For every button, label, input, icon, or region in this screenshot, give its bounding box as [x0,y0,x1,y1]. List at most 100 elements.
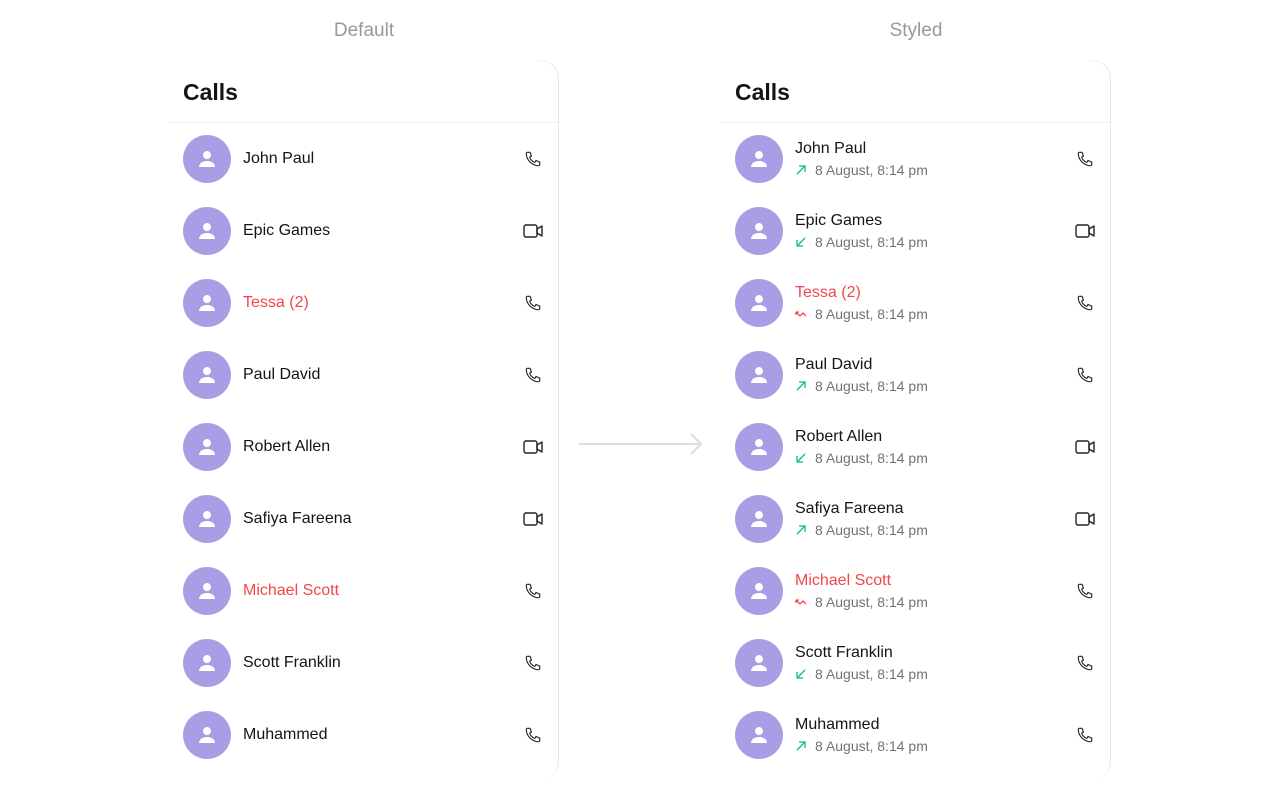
user-icon [197,581,217,601]
call-list-item[interactable]: Scott Franklin [168,627,558,699]
caller-name: Tessa (2) [243,294,309,311]
caller-name: Paul David [795,356,873,373]
call-list-item[interactable]: John Paul 8 August, 8:14 pm [720,123,1110,195]
call-time: 8 August, 8:14 pm [815,738,928,754]
incoming-call-icon [795,236,815,248]
avatar [183,279,231,327]
caller-name: Muhammed [795,716,880,733]
call-info: Robert Allen [243,438,523,456]
call-list-item[interactable]: Safiya Fareena [168,483,558,555]
caller-name: Scott Franklin [243,654,341,671]
video-camera-icon [523,224,543,238]
avatar [735,567,783,615]
avatar [735,207,783,255]
audio-call-button[interactable] [1075,293,1095,313]
user-icon [197,149,217,169]
video-call-button[interactable] [1075,437,1095,457]
audio-call-button[interactable] [523,653,543,673]
caller-name: Robert Allen [795,428,883,445]
panel-title: Calls [168,60,558,123]
call-info: Paul David 8 August, 8:14 pm [795,356,1075,394]
caller-name: Muhammed [243,726,328,743]
call-info: Michael Scott 8 August, 8:14 pm [795,572,1075,610]
call-list-item[interactable]: Epic Games 8 August, 8:14 pm [720,195,1110,267]
video-camera-icon [523,512,543,526]
video-call-button[interactable] [523,509,543,529]
audio-call-button[interactable] [523,293,543,313]
avatar [735,135,783,183]
call-list-item[interactable]: John Paul [168,123,558,195]
audio-call-button[interactable] [523,725,543,745]
phone-icon [524,654,542,672]
phone-icon [1076,654,1094,672]
missed-call-icon [795,308,815,320]
call-list: John Paul Epic Games Tessa (2) Paul David Ro… [168,123,558,771]
avatar [183,495,231,543]
phone-icon [1076,726,1094,744]
audio-call-button[interactable] [523,365,543,385]
call-info: Tessa (2) 8 August, 8:14 pm [795,284,1075,322]
caller-name: Michael Scott [243,582,340,599]
call-list-item[interactable]: Paul David [168,339,558,411]
audio-call-button[interactable] [1075,725,1095,745]
call-list-item[interactable]: Tessa (2) [168,267,558,339]
call-list-item[interactable]: Michael Scott [168,555,558,627]
outgoing-call-icon [795,740,815,752]
user-icon [749,149,769,169]
caller-name: John Paul [243,150,315,167]
avatar [183,567,231,615]
call-subtitle: 8 August, 8:14 pm [795,234,1075,250]
avatar [735,711,783,759]
audio-call-button[interactable] [1075,365,1095,385]
call-info: Robert Allen 8 August, 8:14 pm [795,428,1075,466]
call-subtitle: 8 August, 8:14 pm [795,306,1075,322]
video-call-button[interactable] [1075,221,1095,241]
call-info: Epic Games 8 August, 8:14 pm [795,212,1075,250]
call-info: Scott Franklin [243,654,523,672]
caller-name: John Paul [795,140,867,157]
caller-name: Tessa (2) [795,284,861,301]
audio-call-button[interactable] [1075,653,1095,673]
video-camera-icon [1075,512,1095,526]
phone-icon [1076,294,1094,312]
call-list-item[interactable]: Robert Allen 8 August, 8:14 pm [720,411,1110,483]
video-call-button[interactable] [523,437,543,457]
user-icon [749,293,769,313]
styled-caption: Styled [889,20,943,41]
call-list-item[interactable]: Robert Allen [168,411,558,483]
call-time: 8 August, 8:14 pm [815,522,928,538]
call-info: Paul David [243,366,523,384]
call-info: John Paul [243,150,523,168]
video-call-button[interactable] [1075,509,1095,529]
avatar [735,279,783,327]
call-info: John Paul 8 August, 8:14 pm [795,140,1075,178]
audio-call-button[interactable] [1075,581,1095,601]
caller-name: Epic Games [243,222,331,239]
call-list-item[interactable]: Paul David 8 August, 8:14 pm [720,339,1110,411]
caller-name: Robert Allen [243,438,331,455]
phone-icon [524,150,542,168]
call-list-item[interactable]: Tessa (2) 8 August, 8:14 pm [720,267,1110,339]
call-list-item[interactable]: Epic Games [168,195,558,267]
call-list-item[interactable]: Safiya Fareena 8 August, 8:14 pm [720,483,1110,555]
user-icon [197,725,217,745]
audio-call-button[interactable] [1075,149,1095,169]
call-list-item[interactable]: Scott Franklin 8 August, 8:14 pm [720,627,1110,699]
user-icon [197,293,217,313]
audio-call-button[interactable] [523,149,543,169]
audio-call-button[interactable] [523,581,543,601]
user-icon [749,221,769,241]
video-camera-icon [1075,224,1095,238]
missed-call-icon [795,596,815,608]
call-subtitle: 8 August, 8:14 pm [795,450,1075,466]
call-subtitle: 8 August, 8:14 pm [795,666,1075,682]
video-camera-icon [523,440,543,454]
call-list-item[interactable]: Michael Scott 8 August, 8:14 pm [720,555,1110,627]
phone-icon [1076,150,1094,168]
call-list-item[interactable]: Muhammed [168,699,558,771]
call-list-item[interactable]: Muhammed 8 August, 8:14 pm [720,699,1110,771]
call-info: Scott Franklin 8 August, 8:14 pm [795,644,1075,682]
video-call-button[interactable] [523,221,543,241]
avatar [183,207,231,255]
avatar [183,135,231,183]
